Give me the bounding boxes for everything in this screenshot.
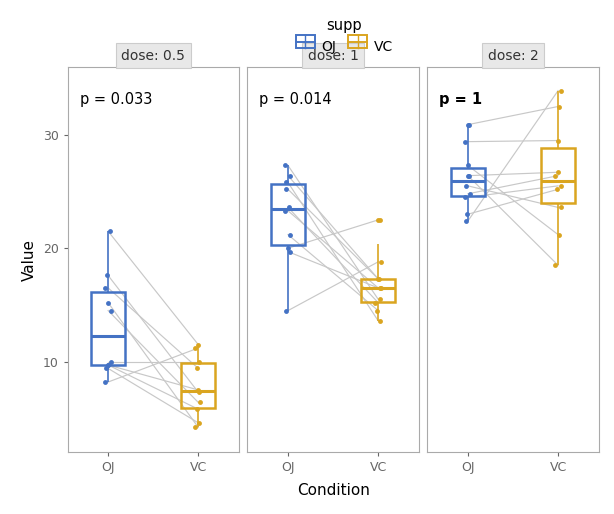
Bar — [451, 168, 485, 196]
Title: dose: 1: dose: 1 — [308, 49, 359, 63]
Text: p = 0.014: p = 0.014 — [260, 92, 332, 107]
Title: dose: 2: dose: 2 — [488, 49, 538, 63]
Text: p = 0.033: p = 0.033 — [80, 92, 152, 107]
Bar — [361, 279, 395, 302]
Title: dose: 0.5: dose: 0.5 — [122, 49, 185, 63]
Bar — [271, 184, 305, 245]
Legend: OJ, VC: OJ, VC — [289, 12, 398, 60]
Y-axis label: Value: Value — [22, 238, 37, 281]
X-axis label: Condition: Condition — [297, 483, 370, 498]
Text: p = 1: p = 1 — [440, 92, 483, 107]
Bar — [181, 363, 216, 408]
Bar — [91, 291, 125, 365]
Bar — [541, 149, 575, 203]
